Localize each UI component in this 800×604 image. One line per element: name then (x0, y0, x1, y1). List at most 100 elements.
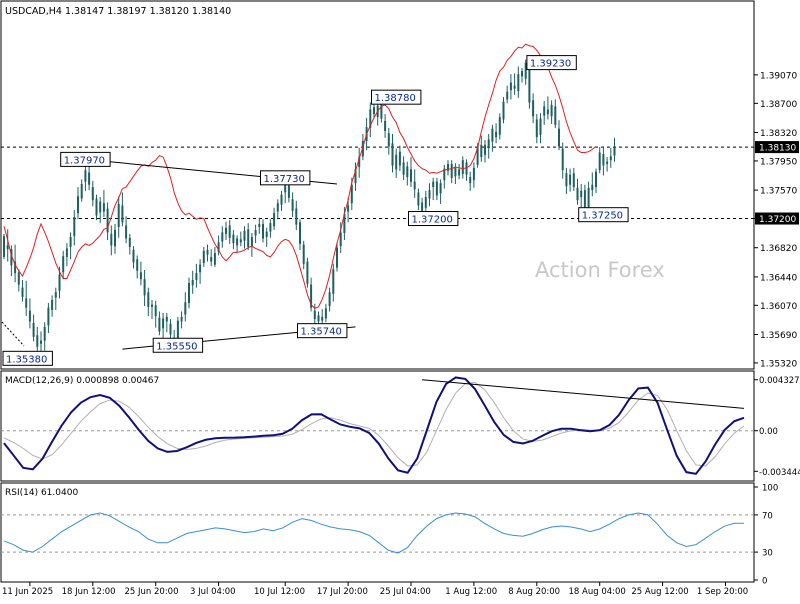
candle-body (332, 269, 335, 294)
rsi-panel-frame (0, 482, 755, 583)
price-axis-label: 1.38320 (760, 129, 797, 139)
candle-body (321, 316, 324, 321)
candle-body (176, 320, 179, 339)
candle-body (106, 208, 109, 233)
macd-plot (1, 376, 754, 475)
candle-body (373, 107, 375, 115)
price-annotation-box (408, 211, 459, 227)
candle-body (454, 167, 457, 177)
macd-axis-label: 0.00 (759, 427, 778, 437)
candle-body (291, 199, 294, 211)
time-axis-label: 11 Jun 2025 (2, 587, 53, 597)
candle-body (413, 181, 416, 190)
candle-body (387, 133, 390, 147)
candle-body (417, 192, 420, 206)
candle-body (258, 223, 261, 227)
macd-line (3, 376, 745, 475)
candle-body (513, 85, 516, 89)
candle-body (121, 205, 124, 223)
candle-body (595, 171, 597, 188)
candle-body (539, 118, 542, 135)
candle-body (262, 223, 264, 239)
price-annotation-label: 1.37250 (582, 211, 623, 222)
candle-body (602, 154, 605, 166)
candle-body (491, 128, 494, 142)
candle-body (243, 230, 246, 241)
candle-body (91, 187, 94, 201)
price-annotation-box (297, 323, 348, 339)
candle-body (558, 128, 560, 147)
candle-body (402, 162, 405, 175)
candle-body (69, 236, 72, 247)
rsi-plot (1, 512, 754, 554)
candle-body (136, 259, 139, 271)
candle-body (80, 183, 83, 199)
candle-body (472, 167, 475, 181)
candle-body (410, 169, 412, 182)
candle-body (284, 183, 287, 193)
candle-body (384, 120, 387, 131)
candle-body (339, 232, 342, 247)
rsi-line (3, 512, 744, 554)
candle-body (465, 162, 468, 175)
candle-body (609, 156, 612, 161)
price-panel-frame (0, 0, 755, 370)
rsi-axis-label: 0 (762, 577, 767, 587)
candle-body (6, 245, 9, 250)
candle-body (461, 160, 464, 174)
candle-body (269, 223, 272, 232)
candle-body (17, 272, 20, 285)
candle-body (165, 316, 168, 322)
candle-body (273, 213, 276, 227)
candle-body (421, 202, 424, 211)
candle-body (114, 230, 116, 247)
candle-body (587, 187, 590, 208)
candle-body (195, 273, 198, 280)
candle-body (532, 100, 535, 117)
price-annotation-label: 1.37200 (412, 215, 453, 226)
price-annotation-box (152, 337, 204, 353)
macd-axis-label: -0.003444 (759, 468, 800, 478)
candle-body (184, 302, 187, 315)
candle-body (3, 236, 5, 257)
candle-body (535, 119, 538, 138)
candle-body (102, 203, 105, 212)
candle-body (40, 340, 42, 344)
candle-body (147, 292, 150, 307)
candle-body (343, 213, 346, 234)
candle-body (206, 250, 209, 255)
candle-body (128, 237, 131, 247)
candle-body (424, 197, 427, 208)
candle-body (77, 196, 79, 214)
candle-body (276, 203, 279, 212)
candle-body (484, 144, 486, 155)
candle-body (265, 231, 268, 237)
candle-body (295, 208, 298, 225)
candle-body (88, 172, 91, 185)
candle-body (188, 283, 190, 304)
candle-body (28, 310, 31, 322)
candle-body (435, 181, 438, 196)
candle-body (117, 203, 120, 227)
candle-body (225, 227, 227, 234)
candle-body (354, 169, 357, 184)
macd-panel-frame (0, 370, 755, 482)
candle-body (180, 316, 183, 322)
price-title: USDCAD,H4 1.38147 1.38197 1.38120 1.3814… (5, 6, 231, 17)
candle-body (21, 287, 24, 297)
candle-body (36, 335, 39, 347)
candle-body (10, 249, 13, 266)
rsi-axis-label: 70 (762, 511, 773, 521)
candle-body (450, 163, 453, 178)
candle-body (247, 229, 250, 247)
candle-body (469, 177, 472, 184)
candle-body (310, 284, 313, 308)
candle-body (524, 62, 527, 79)
candle-body (14, 261, 17, 274)
candle-body (62, 256, 65, 273)
price-annotation-box (2, 350, 53, 366)
candle-body (299, 222, 301, 244)
level-price-tag (755, 212, 799, 225)
candle-body (439, 183, 442, 194)
